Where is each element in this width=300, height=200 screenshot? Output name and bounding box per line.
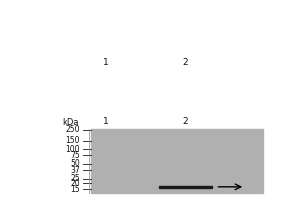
Text: 20: 20 [70, 179, 80, 188]
Text: 100: 100 [66, 145, 80, 154]
Text: 150: 150 [66, 136, 80, 145]
Text: 2: 2 [183, 58, 188, 67]
Text: 250: 250 [66, 125, 80, 134]
Text: 15: 15 [70, 185, 80, 194]
Text: 75: 75 [70, 151, 80, 160]
Text: 1: 1 [103, 117, 108, 126]
Text: 37: 37 [70, 166, 80, 175]
Text: 1: 1 [103, 58, 108, 67]
Text: 2: 2 [183, 117, 188, 126]
Text: 25: 25 [70, 174, 80, 183]
Bar [159, 186, 212, 188]
Text: 50: 50 [70, 159, 80, 168]
Text: kDa: kDa [62, 118, 79, 127]
Bar [91, 129, 263, 193]
